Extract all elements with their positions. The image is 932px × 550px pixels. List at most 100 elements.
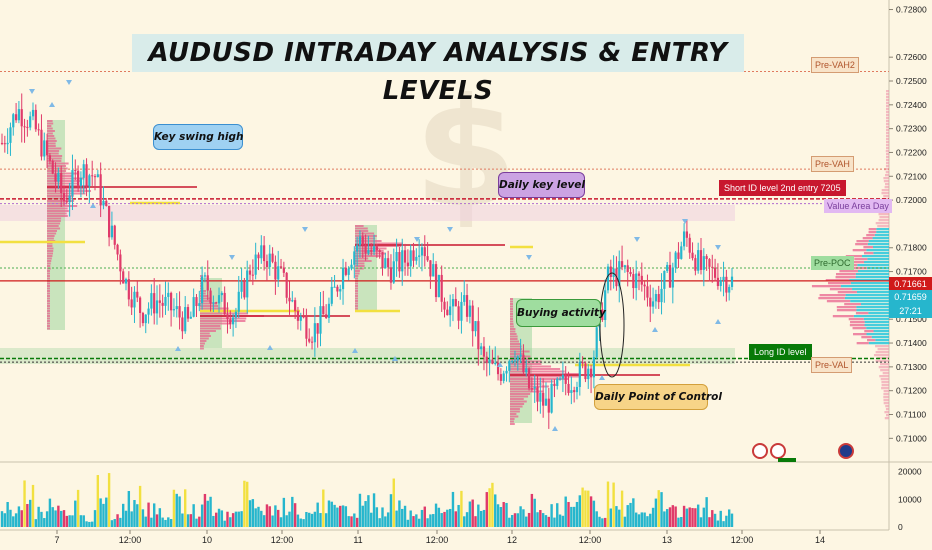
volume-bar: [406, 519, 410, 527]
candle-body: [375, 246, 378, 251]
volume-bar: [381, 507, 384, 527]
candle-body: [525, 368, 528, 373]
price-tick-label: 0.72100: [896, 171, 927, 181]
time-tick-label: 12:00: [119, 535, 142, 545]
candle-body: [189, 316, 192, 319]
volume-bar: [14, 513, 18, 527]
session-profile-bar: [510, 398, 524, 400]
price-tick-label: 0.71000: [896, 433, 927, 443]
session-profiles: [0, 120, 690, 425]
candle-body: [412, 250, 415, 261]
volume-bar: [665, 509, 669, 527]
volume-bar: [646, 516, 649, 527]
session-profile-bar: [200, 342, 205, 345]
volume-bar: [184, 489, 187, 527]
candle-body: [74, 170, 77, 172]
right-profile-bar: [880, 378, 889, 381]
right-profile-bar: [886, 141, 889, 144]
candle-body: [274, 261, 277, 280]
candle-body: [530, 388, 533, 390]
price-tick-label: 0.72500: [896, 76, 927, 86]
candle-body: [508, 361, 511, 371]
session-profile-bar: [510, 365, 552, 368]
session-profile-bar: [355, 267, 364, 270]
candle-body: [606, 266, 610, 291]
right-profile-bar: [878, 213, 889, 216]
volume-bar: [719, 510, 722, 527]
volume-bar: [223, 520, 226, 527]
volume-bar: [189, 514, 193, 527]
pivot-high-marker: [229, 255, 235, 260]
candle-body: [381, 252, 384, 269]
candle-body: [139, 297, 142, 313]
candle-body: [587, 368, 590, 380]
candle-body: [251, 274, 254, 276]
candle-body: [184, 307, 187, 332]
candle-body: [108, 205, 111, 238]
right-profile-bar-sell: [848, 318, 864, 321]
volume-bar: [237, 511, 240, 527]
volume-bar: [440, 513, 443, 527]
right-profile-bar: [884, 417, 889, 420]
right-profile-bar: [881, 387, 889, 390]
candle-body: [702, 256, 705, 270]
session-profile-bar: [510, 343, 521, 345]
session-profile-bar: [47, 207, 68, 210]
volume-bar: [274, 505, 277, 527]
volume-bar: [192, 504, 195, 527]
volume-bar: [649, 513, 652, 527]
right-profile-bar-sell: [863, 246, 873, 249]
volume-bar: [525, 516, 528, 527]
candle-body: [54, 173, 57, 182]
right-profile-bar: [856, 309, 889, 312]
volume-bar: [496, 504, 500, 527]
candle-body: [203, 275, 207, 277]
session-profile-bar: [510, 333, 517, 335]
right-profile-bar-sell: [845, 255, 863, 258]
right-profile-bar: [886, 129, 889, 132]
candle-body: [88, 175, 91, 187]
candle-body: [646, 286, 649, 298]
volume-bar: [308, 512, 311, 527]
price-tick-label: 0.72300: [896, 124, 927, 134]
volume-bar: [634, 512, 638, 527]
candle-body: [48, 155, 52, 161]
candle-body: [516, 356, 519, 361]
volume-bar: [229, 517, 232, 527]
right-profile-bar: [850, 282, 889, 285]
volume-bar: [59, 510, 63, 527]
candle-body: [406, 262, 409, 267]
candle-body: [316, 323, 319, 334]
label-short-id-level: Short ID level 2nd entry 7205: [719, 180, 846, 196]
volume-bar: [364, 501, 367, 527]
session-profile-bar: [47, 272, 50, 275]
volume-bar: [71, 515, 74, 527]
au-flag-icon: [838, 443, 854, 459]
right-profile-bar-sell: [828, 282, 851, 285]
right-profile-bar: [852, 288, 889, 291]
price-tick-label: 0.72400: [896, 100, 927, 110]
volume-bar: [657, 490, 660, 527]
session-profile-bar: [355, 290, 358, 292]
candle-body: [446, 309, 449, 316]
volume-bar: [722, 521, 725, 527]
candle-body: [99, 174, 102, 206]
volume-bar: [417, 518, 421, 527]
candle-body: [592, 357, 595, 378]
candle-body: [418, 255, 421, 257]
session-profile-bar: [510, 383, 542, 385]
session-profile-bar: [355, 297, 358, 300]
time-tick-label: 13: [662, 535, 672, 545]
volume-bar: [426, 518, 429, 527]
session-profile-bar: [510, 335, 518, 338]
session-profile-bar: [47, 182, 79, 185]
volume-bar: [6, 502, 9, 527]
session-profile-bar: [47, 327, 50, 330]
session-profile-bar: [510, 368, 561, 370]
session-profile-bar: [47, 260, 52, 262]
candle-body: [527, 368, 531, 389]
candle-body: [654, 294, 657, 302]
pivot-low-marker: [552, 426, 558, 431]
candle-body: [547, 398, 550, 413]
